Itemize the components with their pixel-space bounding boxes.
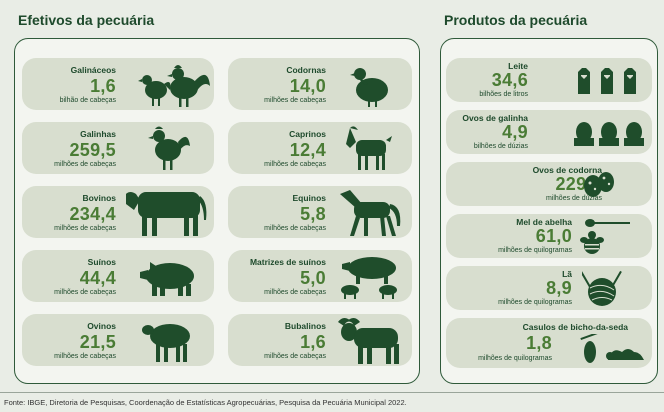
card-unit: milhões de cabeças bbox=[264, 161, 326, 168]
card-name: Lã bbox=[562, 269, 572, 279]
card-name: Leite bbox=[508, 61, 528, 71]
card-value: 14,0 bbox=[289, 76, 326, 96]
card-bubalinos: Bubalinos 1,6 milhões de cabeças bbox=[228, 314, 412, 366]
card-ovos-galinha: Ovos de galinha 4,9 bilhões de dúzias bbox=[446, 110, 652, 154]
card-name: Bubalinos bbox=[284, 321, 326, 331]
horse-icon bbox=[336, 186, 404, 238]
card-value: 1,8 bbox=[526, 333, 552, 353]
card-unit: milhões de cabeças bbox=[54, 289, 116, 296]
card-value: 4,9 bbox=[502, 122, 528, 142]
card-unit: milhões de cabeças bbox=[54, 161, 116, 168]
card-leite: Leite 34,6 bilhões de litros bbox=[446, 58, 652, 102]
card-unit: bilhões de dúzias bbox=[473, 143, 528, 150]
silkworm-cocoon-icon bbox=[576, 334, 646, 366]
card-value: 5,0 bbox=[300, 268, 326, 288]
card-unit: milhões de cabeças bbox=[264, 97, 326, 104]
card-value: 34,6 bbox=[491, 70, 528, 90]
card-name: Suínos bbox=[87, 257, 116, 267]
card-name: Casulos de bicho-da-seda bbox=[522, 322, 628, 332]
card-name: Mel de abelha bbox=[516, 217, 572, 227]
card-unit: milhões de quilogramas bbox=[478, 355, 552, 362]
quail-eggs-icon bbox=[582, 168, 616, 200]
card-unit: milhões de quilogramas bbox=[498, 247, 572, 254]
buffalo-icon bbox=[336, 314, 406, 366]
sheep-icon bbox=[140, 316, 196, 364]
footer-divider bbox=[0, 392, 664, 393]
card-casulos: Casulos de bicho-da-seda 1,8 milhões de … bbox=[446, 318, 652, 368]
card-unit: milhões de quilogramas bbox=[498, 299, 572, 306]
sow-piglets-icon bbox=[334, 252, 406, 300]
card-unit: milhões de cabeças bbox=[54, 225, 116, 232]
card-unit: milhões de cabeças bbox=[54, 353, 116, 360]
card-value: 5,8 bbox=[300, 204, 326, 224]
card-galinaceos: Galináceos 1,6 bilhão de cabeças bbox=[22, 58, 214, 110]
card-value: 12,4 bbox=[289, 140, 326, 160]
card-value: 1,6 bbox=[300, 332, 326, 352]
card-value: 234,4 bbox=[69, 204, 116, 224]
card-name: Caprinos bbox=[289, 129, 326, 139]
card-ovinos: Ovinos 21,5 milhões de cabeças bbox=[22, 314, 214, 366]
quail-icon bbox=[346, 62, 396, 108]
card-value: 1,6 bbox=[90, 76, 116, 96]
card-value: 44,4 bbox=[79, 268, 116, 288]
card-name: Ovos de galinha bbox=[462, 113, 528, 123]
left-title: Efetivos da pecuária bbox=[18, 12, 155, 28]
card-unit: bilhões de litros bbox=[479, 91, 528, 98]
pig-icon bbox=[136, 256, 200, 298]
card-equinos: Equinos 5,8 milhões de cabeças bbox=[228, 186, 412, 238]
card-suinos: Suínos 44,4 milhões de cabeças bbox=[22, 250, 214, 302]
card-la: Lã 8,9 milhões de quilogramas bbox=[446, 266, 652, 310]
card-unit: milhões de dúzias bbox=[545, 195, 602, 202]
card-value: 61,0 bbox=[535, 226, 572, 246]
card-name: Ovos de codorna bbox=[532, 165, 602, 175]
card-name: Codornas bbox=[286, 65, 326, 75]
card-value: 8,9 bbox=[546, 278, 572, 298]
card-value: 21,5 bbox=[79, 332, 116, 352]
card-name: Galinhas bbox=[80, 129, 116, 139]
card-caprinos: Caprinos 12,4 milhões de cabeças bbox=[228, 122, 412, 174]
milk-bottles-icon bbox=[574, 66, 644, 96]
card-name: Matrizes de suínos bbox=[249, 257, 326, 267]
honey-bee-icon bbox=[580, 218, 630, 256]
card-unit: milhões de cabeças bbox=[264, 353, 326, 360]
card-bovinos: Bovinos 234,4 milhões de cabeças bbox=[22, 186, 214, 238]
chicken-rooster-icon bbox=[134, 62, 212, 108]
card-name: Ovinos bbox=[87, 321, 116, 331]
yarn-ball-icon bbox=[582, 268, 622, 308]
card-mel: Mel de abelha 61,0 milhões de quilograma… bbox=[446, 214, 652, 258]
card-value: 259,5 bbox=[69, 140, 116, 160]
card-name: Equinos bbox=[292, 193, 326, 203]
card-galinhas: Galinhas 259,5 milhões de cabeças bbox=[22, 122, 214, 174]
cow-icon bbox=[122, 184, 212, 238]
hen-icon bbox=[144, 124, 192, 172]
card-unit: milhões de cabeças bbox=[264, 289, 326, 296]
goat-icon bbox=[342, 124, 398, 172]
card-unit: bilhão de cabeças bbox=[59, 97, 116, 104]
card-ovos-codorna: Ovos de codorna 229,2 milhões de dúzias bbox=[446, 162, 652, 206]
card-name: Bovinos bbox=[82, 193, 116, 203]
card-unit: milhões de cabeças bbox=[264, 225, 326, 232]
eggs-icon bbox=[572, 118, 646, 148]
card-codornas: Codornas 14,0 milhões de cabeças bbox=[228, 58, 412, 110]
card-matrizes: Matrizes de suínos 5,0 milhões de cabeça… bbox=[228, 250, 412, 302]
card-name: Galináceos bbox=[70, 65, 116, 75]
source-footnote: Fonte: IBGE, Diretoria de Pesquisas, Coo… bbox=[4, 398, 407, 407]
right-title: Produtos da pecuária bbox=[444, 12, 588, 28]
